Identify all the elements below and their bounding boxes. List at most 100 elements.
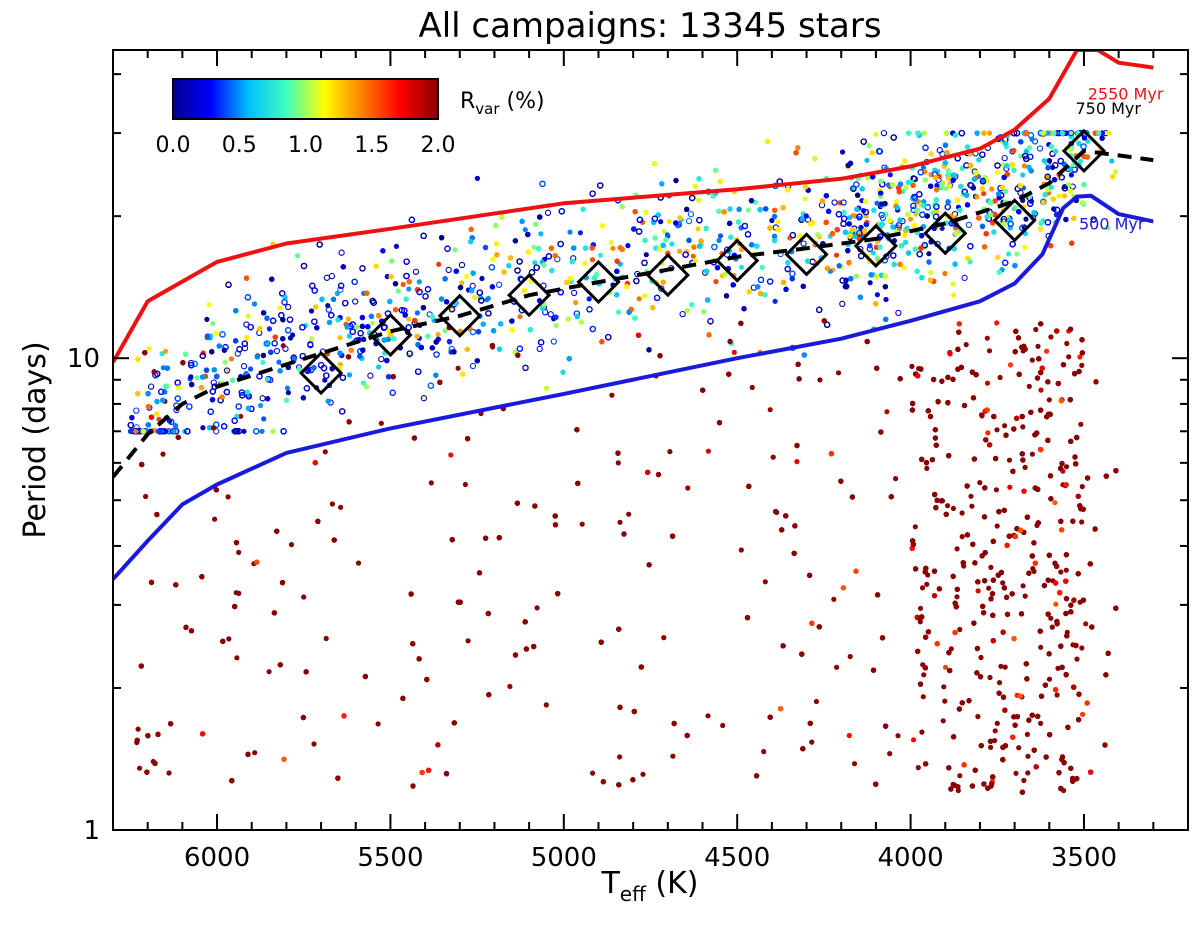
star-point bbox=[1046, 397, 1052, 403]
star-point bbox=[883, 296, 889, 303]
star-point bbox=[395, 288, 401, 294]
star-point bbox=[658, 285, 665, 292]
star-point bbox=[1063, 464, 1070, 470]
star-point bbox=[284, 385, 291, 391]
star-point bbox=[738, 547, 744, 553]
star-point bbox=[532, 260, 538, 266]
star-point bbox=[1002, 664, 1008, 670]
star-point bbox=[874, 292, 881, 298]
star-point bbox=[852, 213, 858, 219]
star-point bbox=[1026, 383, 1032, 389]
star-point bbox=[346, 372, 353, 378]
star-point bbox=[887, 172, 893, 178]
star-point bbox=[809, 739, 815, 745]
star-point bbox=[919, 729, 925, 735]
star-point bbox=[617, 754, 623, 760]
star-point bbox=[469, 282, 476, 290]
star-point bbox=[910, 737, 917, 743]
star-point bbox=[428, 480, 434, 486]
star-point bbox=[337, 335, 343, 341]
star-point bbox=[679, 310, 686, 318]
star-point bbox=[1052, 500, 1058, 506]
star-point bbox=[452, 247, 458, 253]
star-point bbox=[1076, 140, 1082, 146]
star-point bbox=[542, 309, 549, 316]
star-point bbox=[238, 413, 244, 419]
star-point bbox=[609, 392, 615, 398]
star-point bbox=[690, 253, 696, 259]
star-point bbox=[1006, 457, 1013, 463]
star-point bbox=[1106, 130, 1112, 136]
star-point bbox=[1045, 165, 1051, 171]
star-point bbox=[664, 232, 671, 238]
star-point bbox=[1006, 251, 1012, 257]
star-point bbox=[961, 274, 968, 282]
star-point bbox=[384, 273, 390, 280]
star-point bbox=[531, 244, 537, 250]
star-point bbox=[213, 428, 220, 435]
star-point bbox=[160, 365, 166, 371]
star-point bbox=[204, 316, 210, 322]
star-point bbox=[266, 326, 272, 332]
star-point bbox=[1000, 162, 1006, 168]
star-point bbox=[1038, 720, 1044, 727]
star-point bbox=[538, 231, 544, 237]
star-point bbox=[965, 221, 973, 229]
star-point bbox=[834, 664, 840, 670]
star-point bbox=[684, 248, 690, 254]
star-point bbox=[901, 265, 907, 271]
star-point bbox=[775, 219, 781, 225]
star-point bbox=[770, 454, 776, 460]
star-point bbox=[1035, 343, 1041, 349]
star-point bbox=[926, 251, 932, 257]
star-point bbox=[998, 663, 1004, 669]
star-point bbox=[147, 383, 155, 390]
star-point bbox=[948, 646, 954, 652]
star-point bbox=[942, 698, 948, 704]
star-point bbox=[804, 216, 812, 223]
star-point bbox=[236, 590, 242, 597]
star-point bbox=[1022, 593, 1028, 599]
star-point bbox=[225, 494, 231, 500]
star-point bbox=[959, 165, 965, 171]
star-point bbox=[223, 367, 231, 374]
star-point bbox=[285, 303, 292, 311]
star-point bbox=[273, 347, 281, 355]
star-point bbox=[880, 129, 888, 137]
star-point bbox=[981, 191, 987, 197]
star-point bbox=[1063, 567, 1069, 573]
star-point bbox=[954, 594, 960, 600]
star-point bbox=[1044, 348, 1050, 354]
star-point bbox=[1030, 565, 1036, 572]
star-point bbox=[957, 773, 963, 779]
star-point bbox=[986, 585, 992, 591]
star-point bbox=[1045, 130, 1051, 136]
star-point bbox=[308, 308, 315, 314]
star-point bbox=[442, 328, 448, 334]
star-point bbox=[917, 605, 924, 611]
star-point bbox=[895, 733, 901, 739]
star-point bbox=[1046, 676, 1053, 682]
star-point bbox=[277, 305, 283, 311]
star-point bbox=[950, 505, 957, 511]
star-point bbox=[963, 342, 969, 348]
star-point bbox=[1020, 172, 1026, 178]
star-point bbox=[851, 761, 858, 767]
star-point bbox=[294, 253, 300, 259]
star-point bbox=[375, 721, 381, 727]
star-point bbox=[975, 713, 981, 720]
star-point bbox=[1029, 357, 1035, 363]
star-point bbox=[582, 260, 588, 267]
star-point bbox=[1085, 138, 1091, 144]
star-point bbox=[1077, 354, 1083, 360]
star-point bbox=[246, 393, 252, 399]
star-point bbox=[717, 233, 724, 239]
star-point bbox=[940, 718, 946, 724]
star-point bbox=[928, 269, 934, 276]
star-point bbox=[978, 654, 984, 661]
star-point bbox=[873, 131, 879, 137]
star-point bbox=[420, 395, 428, 402]
star-point bbox=[589, 257, 596, 263]
star-point bbox=[543, 702, 549, 708]
star-point bbox=[586, 296, 592, 302]
